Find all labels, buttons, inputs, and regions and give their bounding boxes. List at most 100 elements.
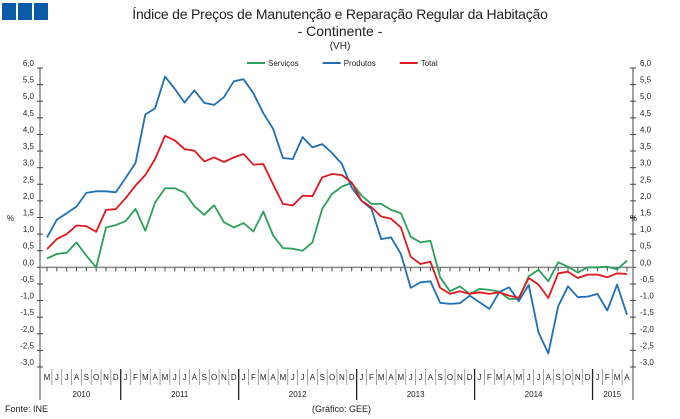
y-tick-label-right: -2,5 xyxy=(640,341,654,350)
month-label: S xyxy=(320,373,325,382)
month-label: J xyxy=(55,373,59,382)
y-tick-label-right: 4,0 xyxy=(640,125,652,134)
month-label: D xyxy=(585,373,591,382)
y-tick-label-right: 4,5 xyxy=(640,109,652,118)
logo-square xyxy=(34,3,48,20)
month-label: M xyxy=(260,373,267,382)
month-label: O xyxy=(447,373,453,382)
y-tick-label-left: 0,5 xyxy=(23,242,35,251)
month-label: N xyxy=(339,373,345,382)
y-tick-label-right: -0,5 xyxy=(640,275,654,284)
month-label: M xyxy=(44,373,51,382)
y-tick-label-right: 0,5 xyxy=(640,242,652,251)
month-label: M xyxy=(614,373,621,382)
chart-subtitle: - Continente - xyxy=(297,23,383,39)
y-tick-label-left: -2,5 xyxy=(20,341,34,350)
month-label: O xyxy=(565,373,571,382)
month-label: M xyxy=(378,373,385,382)
y-tick-label-right: -2,0 xyxy=(640,325,654,334)
month-label: D xyxy=(467,373,473,382)
month-label: A xyxy=(310,373,316,382)
y-tick-label-left: 2,0 xyxy=(23,192,35,201)
month-label: O xyxy=(329,373,335,382)
y-tick-label-right: 5,0 xyxy=(640,92,652,101)
month-label: J xyxy=(409,373,413,382)
series-line-serviços xyxy=(46,181,628,300)
logo-square xyxy=(2,3,16,20)
y-tick-label-right: 5,5 xyxy=(640,76,652,85)
logo xyxy=(2,3,48,20)
legend-label: Produtos xyxy=(344,59,376,68)
month-label: D xyxy=(231,373,237,382)
month-label: A xyxy=(74,373,80,382)
y-tick-label-left: 3,5 xyxy=(23,142,35,151)
month-label: N xyxy=(103,373,109,382)
month-label: A xyxy=(506,373,512,382)
month-label: J xyxy=(419,373,423,382)
y-tick-label-right: 2,5 xyxy=(640,175,652,184)
month-label: F xyxy=(133,373,138,382)
y-tick-label-right: 1,5 xyxy=(640,209,652,218)
source-note: Fonte: INE xyxy=(5,404,49,414)
y-axis-label-right: % xyxy=(630,214,637,223)
series-line-total xyxy=(46,134,628,299)
y-tick-label-right: 1,0 xyxy=(640,225,652,234)
month-label: F xyxy=(369,373,374,382)
year-label: 2010 xyxy=(73,390,91,399)
y-tick-label-left: 3,0 xyxy=(23,159,35,168)
month-label: M xyxy=(280,373,287,382)
month-label: J xyxy=(478,373,482,382)
month-label: M xyxy=(516,373,523,382)
y-tick-label-left: -2,0 xyxy=(20,325,34,334)
month-label: J xyxy=(173,373,177,382)
month-label: J xyxy=(124,373,128,382)
legend-label: Total xyxy=(421,59,438,68)
y-tick-label-left: -3,0 xyxy=(20,358,34,367)
year-label: 2014 xyxy=(525,390,543,399)
unit-note: (VH) xyxy=(329,41,351,52)
month-label: J xyxy=(360,373,364,382)
year-label: 2015 xyxy=(603,390,621,399)
month-label: S xyxy=(438,373,443,382)
month-label: J xyxy=(242,373,246,382)
month-label: J xyxy=(65,373,69,382)
y-tick-label-right: 6,0 xyxy=(640,59,652,68)
y-tick-label-left: 5,5 xyxy=(23,76,35,85)
month-label: J xyxy=(595,373,599,382)
y-tick-label-left: 4,0 xyxy=(23,125,35,134)
month-label: S xyxy=(84,373,89,382)
month-label: A xyxy=(388,373,394,382)
y-axis-label-left: % xyxy=(7,214,14,223)
month-label: D xyxy=(113,373,119,382)
month-label: N xyxy=(575,373,581,382)
y-tick-label-right: 3,5 xyxy=(640,142,652,151)
y-tick-label-left: -1,0 xyxy=(20,292,34,301)
y-tick-label-left: 0,0 xyxy=(23,258,35,267)
month-label: S xyxy=(555,373,560,382)
y-tick-label-left: -0,5 xyxy=(20,275,34,284)
month-label: J xyxy=(301,373,305,382)
y-tick-label-left: -1,5 xyxy=(20,308,34,317)
month-label: A xyxy=(546,373,552,382)
month-label: A xyxy=(152,373,158,382)
y-tick-label-right: 2,0 xyxy=(640,192,652,201)
logo-square xyxy=(18,3,32,20)
month-label: O xyxy=(211,373,217,382)
month-label: M xyxy=(398,373,405,382)
y-tick-label-left: 2,5 xyxy=(23,175,35,184)
y-tick-label-left: 1,5 xyxy=(23,209,35,218)
y-tick-label-right: 0,0 xyxy=(640,258,652,267)
year-label: 2011 xyxy=(171,390,189,399)
month-label: D xyxy=(349,373,355,382)
y-tick-label-left: 5,0 xyxy=(23,92,35,101)
month-label: M xyxy=(162,373,169,382)
month-label: F xyxy=(605,373,610,382)
chart-title: Índice de Preços de Manutenção e Reparaç… xyxy=(132,6,548,22)
series-line-produtos xyxy=(46,75,628,355)
y-tick-label-right: -3,0 xyxy=(640,358,654,367)
legend-label: Serviços xyxy=(268,59,299,68)
y-tick-label-left: 4,5 xyxy=(23,109,35,118)
month-label: M xyxy=(142,373,149,382)
month-label: S xyxy=(202,373,207,382)
